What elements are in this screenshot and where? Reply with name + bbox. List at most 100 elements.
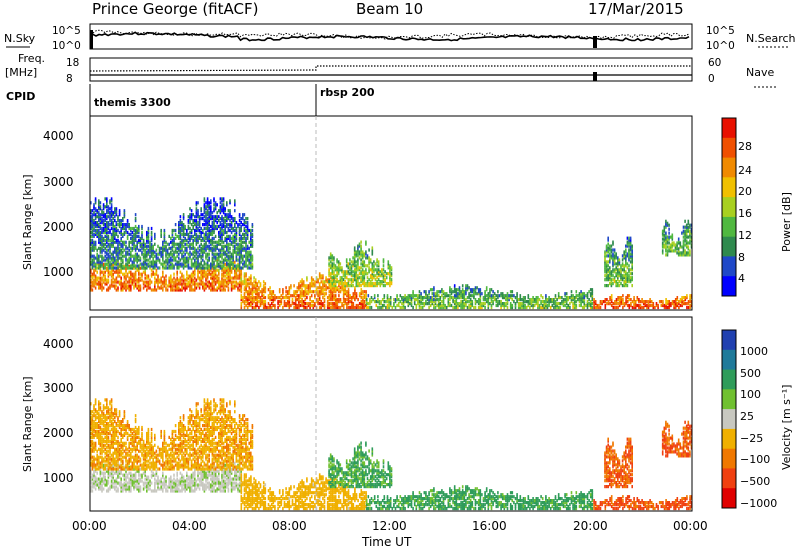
power-echo-cell bbox=[123, 209, 126, 213]
power-echo-cell bbox=[120, 244, 122, 248]
power-echo-cell bbox=[208, 205, 210, 209]
power-echo-cell bbox=[211, 230, 214, 235]
power-echo-cell bbox=[134, 284, 137, 288]
power-echo-cell bbox=[227, 280, 230, 284]
power-echo-cell bbox=[362, 292, 364, 296]
power-echo-cell bbox=[208, 268, 210, 272]
power-echo-cell bbox=[248, 286, 251, 290]
power-echo-cell bbox=[206, 203, 209, 207]
power-echo-cell bbox=[238, 213, 241, 217]
power-echo-cell bbox=[376, 280, 378, 284]
power-echo-cell bbox=[224, 224, 226, 229]
power-echo-cell bbox=[270, 294, 273, 298]
velocity-echo-cell bbox=[91, 473, 94, 477]
power-echo-cell bbox=[149, 280, 151, 284]
power-echo-cell bbox=[679, 241, 682, 245]
power-echo-cell bbox=[473, 294, 475, 298]
power-echo-cell bbox=[322, 290, 324, 294]
power-echo-cell bbox=[264, 302, 267, 306]
power-echo-cell bbox=[613, 278, 616, 282]
power-echo-cell bbox=[240, 246, 242, 250]
power-echo-cell bbox=[226, 238, 228, 242]
power-echo-cell bbox=[376, 264, 378, 268]
power-echo-cell bbox=[133, 266, 135, 270]
power-echo-cell bbox=[666, 300, 669, 304]
power-echo-cell bbox=[604, 266, 606, 270]
power-echo-cell bbox=[453, 290, 456, 294]
power-echo-cell bbox=[479, 305, 482, 310]
power-echo-cell bbox=[198, 248, 201, 252]
power-echo-cell bbox=[245, 303, 247, 308]
power-echo-cell bbox=[663, 227, 666, 231]
power-echo-cell bbox=[106, 205, 108, 209]
power-echo-cell bbox=[372, 298, 374, 302]
power-echo-cell bbox=[181, 254, 183, 258]
power-echo-cell bbox=[246, 250, 249, 254]
power-echo-cell bbox=[224, 266, 226, 270]
power-echo-cell bbox=[323, 298, 326, 302]
power-echo-cell bbox=[245, 232, 247, 236]
power-echo-cell bbox=[126, 264, 129, 268]
power-echo-cell bbox=[221, 219, 223, 223]
power-echo-cell bbox=[93, 262, 95, 266]
power-echo-cell bbox=[344, 280, 346, 284]
power-echo-cell bbox=[235, 250, 238, 254]
power-echo-cell bbox=[296, 294, 299, 298]
power-echo-cell bbox=[208, 230, 210, 235]
power-echo-cell bbox=[232, 276, 234, 280]
power-echo-cell bbox=[130, 274, 132, 278]
power-echo-cell bbox=[309, 286, 311, 290]
power-echo-cell bbox=[208, 272, 210, 276]
power-echo-cell bbox=[251, 240, 254, 244]
power-echo-cell bbox=[350, 284, 353, 288]
power-echo-cell bbox=[202, 213, 204, 217]
velocity-echo-cell bbox=[94, 483, 97, 487]
power-echo-cell bbox=[641, 298, 643, 302]
power-echo-cell bbox=[187, 244, 190, 248]
power-echo-cell bbox=[203, 262, 206, 266]
power-echo-cell bbox=[644, 303, 647, 308]
power-echo-cell bbox=[644, 302, 647, 306]
power-echo-cell bbox=[621, 284, 624, 288]
power-echo-cell bbox=[213, 256, 215, 260]
power-echo-cell bbox=[474, 298, 477, 302]
power-echo-cell bbox=[355, 260, 358, 264]
power-echo-cell bbox=[90, 246, 92, 250]
power-echo-cell bbox=[272, 292, 275, 296]
power-echo-cell bbox=[323, 300, 326, 304]
power-echo-cell bbox=[341, 303, 343, 308]
power-echo-cell bbox=[115, 280, 118, 284]
power-echo-cell bbox=[206, 221, 209, 225]
power-echo-cell bbox=[328, 296, 331, 300]
power-echo-cell bbox=[350, 270, 353, 274]
power-echo-cell bbox=[128, 280, 130, 284]
power-echo-cell bbox=[210, 205, 212, 209]
power-echo-cell bbox=[154, 266, 156, 270]
power-echo-cell bbox=[294, 296, 297, 300]
power-echo-cell bbox=[258, 294, 260, 298]
power-echo-cell bbox=[235, 258, 238, 262]
power-echo-cell bbox=[96, 262, 98, 266]
power-echo-cell bbox=[484, 302, 486, 306]
power-echo-cell bbox=[114, 219, 116, 223]
power-echo-cell bbox=[152, 266, 154, 270]
power-echo-cell bbox=[134, 217, 137, 221]
velocity-echo-cell bbox=[90, 469, 92, 473]
power-echo-cell bbox=[130, 288, 132, 292]
power-echo-cell bbox=[681, 303, 683, 308]
power-echo-cell bbox=[314, 302, 316, 306]
power-echo-cell bbox=[580, 296, 582, 300]
power-echo-cell bbox=[495, 300, 498, 304]
power-echo-cell bbox=[477, 305, 480, 310]
power-echo-cell bbox=[506, 294, 509, 298]
power-echo-cell bbox=[362, 290, 364, 294]
power-echo-cell bbox=[373, 284, 375, 288]
power-echo-cell bbox=[602, 300, 605, 304]
power-echo-cell bbox=[227, 248, 230, 252]
power-echo-cell bbox=[178, 224, 180, 229]
power-echo-cell bbox=[379, 280, 382, 284]
power-echo-cell bbox=[222, 260, 225, 264]
power-echo-cell bbox=[160, 246, 162, 250]
power-echo-cell bbox=[328, 268, 330, 272]
power-echo-cell bbox=[214, 201, 217, 205]
